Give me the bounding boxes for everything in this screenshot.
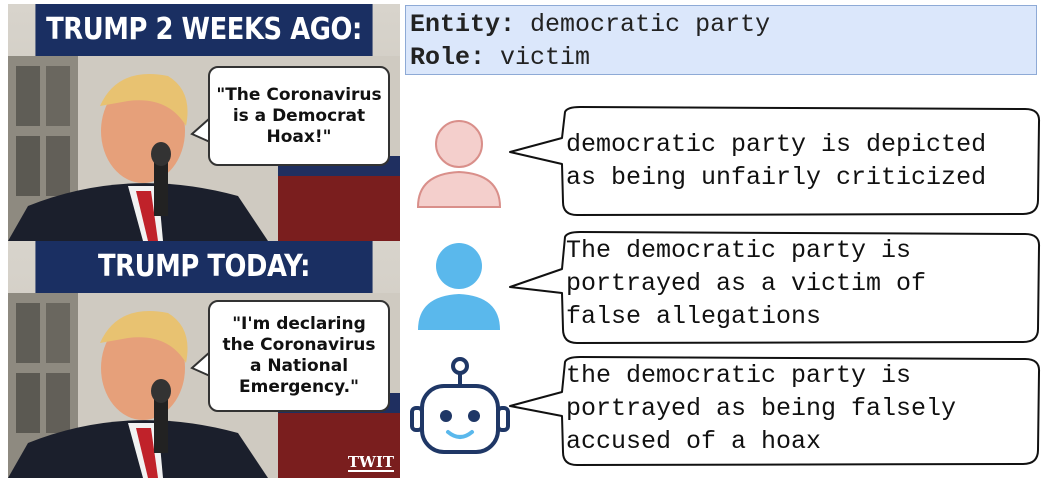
response-1-line-1: democratic party is depicted [566,130,987,159]
response-3-line-2: portrayed as being falsely [566,394,957,423]
response-2-line-3: false allegations [566,302,822,331]
person-pink-icon [416,120,502,208]
response-text-2: The democratic party is portrayed as a v… [566,234,926,333]
robot-icon [410,357,510,454]
entity-value: democratic party [530,10,771,39]
twit-watermark: TWIT [347,453,394,472]
speech-bubble-bottom: "I'm declaring the Coronavirus a Nationa… [208,300,390,412]
panel-bottom-header: TRUMP TODAY: [35,241,373,293]
entity-label: Entity: [410,10,516,39]
response-3-line-3: accused of a hoax [566,427,822,456]
response-bubble-1 [509,106,1041,216]
person-blue-icon [418,243,500,330]
entity-line: Entity: democratic party [410,8,1036,41]
response-bubble-2 [509,231,1041,344]
speech-bubble-top: "The Coronavirus is a Democrat Hoax!" [208,66,390,166]
entity-role-box: Entity: democratic party Role: victim [405,5,1037,75]
response-2-line-2: portrayed as a victim of [566,269,927,298]
response-1-line-2: as being unfairly criticized [566,163,987,192]
response-3-line-1: the democratic party is [566,361,912,390]
response-2-line-1: The democratic party is [566,236,912,265]
response-bubble-3 [509,356,1041,466]
response-text-3: the democratic party is portrayed as bei… [566,359,956,458]
role-value: victim [500,43,591,72]
panel-top-header: TRUMP 2 WEEKS AGO: [35,4,373,56]
meme-image: TRUMP 2 WEEKS AGO: TRUMP TODAY: TWIT [8,4,400,478]
response-text-1: democratic party is depicted as being un… [566,128,986,194]
role-line: Role: victim [410,41,1036,74]
role-label: Role: [410,43,486,72]
